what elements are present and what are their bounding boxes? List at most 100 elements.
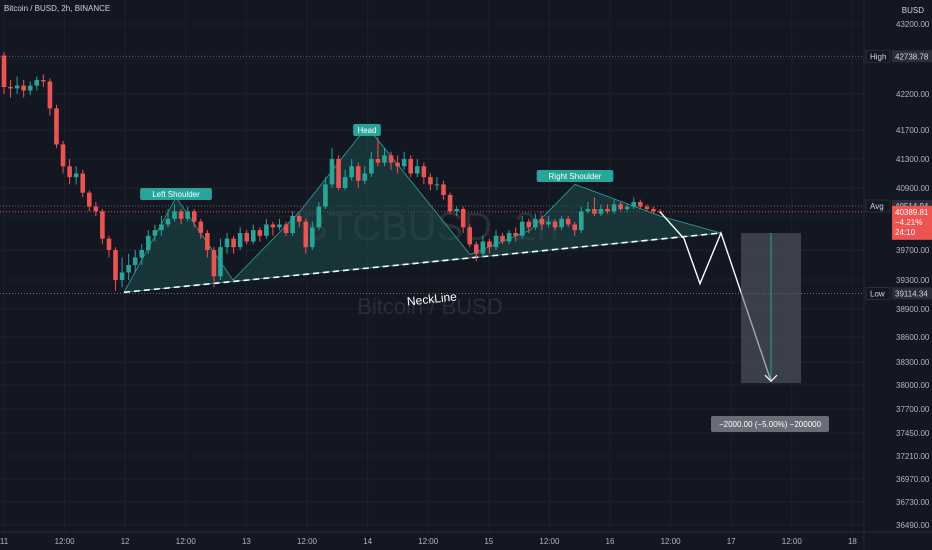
candle-body — [211, 250, 217, 277]
time-tick-label: 12:00 — [176, 537, 197, 546]
candle-body — [500, 235, 505, 242]
price-tick-label: 38300.00 — [896, 358, 930, 367]
candle-body — [80, 173, 86, 193]
price-axis[interactable]: 43200.0042700.0042200.0041700.0041300.00… — [863, 0, 932, 550]
time-tick-label: 12:00 — [55, 537, 76, 546]
candle-body — [86, 192, 92, 207]
watermark-name: Bitcoin / BUSD — [357, 294, 503, 319]
avg-tag-bg — [865, 199, 891, 213]
candle-body — [434, 184, 440, 186]
candle-body — [349, 166, 354, 178]
candle-body — [60, 144, 66, 167]
right-shoulder-label: Right Shoulder — [549, 172, 602, 181]
candle-body — [585, 209, 591, 212]
target-arrow-icon — [764, 374, 778, 383]
price-tick-label: 37210.00 — [896, 452, 930, 461]
time-tick-label: 13 — [242, 537, 251, 546]
projection-path[interactable] — [659, 211, 772, 382]
candle-body — [651, 209, 656, 212]
candle-body — [546, 221, 551, 225]
candle-body — [277, 224, 282, 228]
candle-body — [480, 241, 486, 254]
candle-body — [362, 173, 368, 181]
candle-body — [526, 221, 532, 228]
candle-body — [119, 272, 125, 280]
low-value-bg — [892, 287, 932, 300]
candle-body — [41, 80, 46, 82]
candle-body — [264, 224, 269, 236]
candle-body — [428, 177, 433, 185]
candle-body — [454, 209, 459, 212]
candle-body — [159, 224, 164, 231]
candle-body — [172, 211, 177, 219]
high-value-bg — [892, 50, 932, 63]
candles-layer — [1, 52, 663, 291]
candle-body — [598, 209, 604, 214]
candle-body — [611, 204, 617, 212]
candle-body — [559, 218, 564, 228]
candle-body — [506, 233, 512, 242]
candle-body — [513, 233, 518, 236]
candle-body — [205, 233, 210, 250]
annotation-layer[interactable]: Left Shoulder Head Right Shoulder NeckLine −… — [140, 124, 829, 432]
target-label: −2000.00 (−5.00%) −200000 — [719, 420, 822, 429]
price-tick-label: 38900.00 — [896, 305, 930, 314]
candle-body — [329, 159, 335, 185]
candle-body — [310, 227, 315, 248]
candle-body — [605, 209, 610, 212]
avg-tag: Avg — [870, 202, 884, 211]
candle-body — [1, 55, 7, 87]
low-value: 39114.34 — [895, 289, 928, 298]
price-tick-label: 41700.00 — [896, 126, 930, 135]
candle-body — [152, 230, 158, 236]
candle-body — [552, 221, 558, 228]
candle-body — [270, 224, 276, 228]
candle-body — [27, 85, 33, 91]
candle-body — [165, 218, 171, 225]
candle-body — [395, 162, 400, 167]
candle-body — [493, 235, 499, 248]
price-tick-label: 37700.00 — [896, 405, 930, 414]
candle-body — [34, 80, 40, 86]
time-tick-label: 17 — [727, 537, 736, 546]
candle-body — [316, 206, 322, 228]
time-tick-label: 12:00 — [782, 537, 803, 546]
candle-body — [106, 238, 112, 250]
candle-body — [572, 224, 578, 231]
candle-body — [185, 211, 190, 219]
price-tick-label: 40900.00 — [896, 184, 930, 193]
candle-body — [139, 250, 145, 258]
symbol-title: Bitcoin / BUSD, 2h, BINANCE — [4, 4, 111, 13]
price-tick-label: 38600.00 — [896, 333, 930, 342]
time-axis[interactable]: 11 12:00 12 12:00 13 12:00 14 12:00 15 12:00 16 12:… — [0, 531, 932, 546]
time-tick-label: 12:00 — [661, 537, 682, 546]
candle-body — [342, 177, 348, 188]
candle-body — [460, 209, 466, 228]
left-shoulder-label: Left Shoulder — [152, 190, 200, 199]
candle-body — [244, 233, 250, 242]
time-tick-label: 12 — [121, 537, 130, 546]
candle-body — [237, 233, 243, 248]
price-tick-label: 37450.00 — [896, 429, 930, 438]
candle-body — [231, 238, 236, 248]
high-value: 42738.78 — [895, 52, 929, 61]
time-tick-label: 18 — [848, 537, 857, 546]
candle-body — [218, 247, 223, 277]
price-tick-label: 39700.00 — [896, 246, 930, 255]
last-price-value: 40389.81 — [895, 208, 929, 217]
right-shoulder-label-bg — [536, 170, 614, 182]
candle-body — [283, 224, 289, 233]
time-tick-label: 15 — [484, 537, 493, 546]
price-tick-label: 39300.00 — [896, 276, 930, 285]
candle-body — [441, 184, 446, 195]
candle-body — [447, 195, 453, 212]
candle-body — [146, 235, 151, 250]
candle-body — [178, 211, 184, 219]
candle-body — [14, 85, 20, 89]
price-tick-label: 36970.00 — [896, 475, 930, 484]
candle-body — [67, 166, 72, 178]
price-tick-label: 36730.00 — [896, 498, 930, 507]
candle-body — [565, 218, 571, 225]
